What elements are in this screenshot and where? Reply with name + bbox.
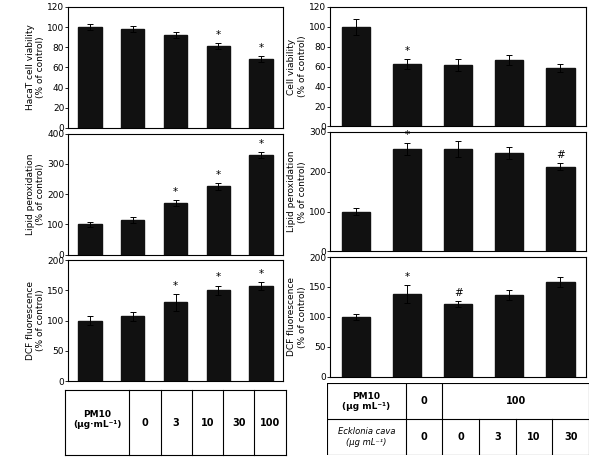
Text: *: * — [259, 139, 264, 149]
Text: 10: 10 — [527, 432, 541, 442]
Bar — [249, 286, 273, 381]
Text: *: * — [405, 46, 409, 56]
Text: 0: 0 — [458, 432, 464, 442]
Bar — [121, 316, 145, 381]
Bar — [164, 203, 187, 255]
Bar — [342, 317, 370, 377]
Y-axis label: Lipid peroxidation
(% of control): Lipid peroxidation (% of control) — [287, 151, 307, 232]
Text: *: * — [405, 272, 409, 282]
Text: PM10
(μg·mL⁻¹): PM10 (μg·mL⁻¹) — [73, 410, 121, 429]
Text: *: * — [173, 187, 178, 197]
Bar — [444, 149, 472, 251]
Bar — [206, 46, 230, 128]
Bar — [495, 295, 524, 377]
Bar — [206, 187, 230, 255]
Bar — [495, 153, 524, 251]
Text: *: * — [405, 130, 409, 140]
Y-axis label: DCF fluorescence
(% of control): DCF fluorescence (% of control) — [287, 277, 307, 356]
Y-axis label: Cell viability
(% of control): Cell viability (% of control) — [287, 36, 307, 97]
Text: 30: 30 — [232, 418, 246, 428]
Text: 100: 100 — [260, 418, 280, 428]
Text: 0: 0 — [421, 396, 427, 407]
Text: 3: 3 — [173, 418, 180, 428]
Text: 100: 100 — [506, 396, 526, 407]
Text: 10: 10 — [201, 418, 214, 428]
Bar — [393, 64, 421, 127]
Bar — [393, 294, 421, 377]
Bar — [546, 167, 575, 251]
Bar — [206, 291, 230, 381]
Text: *: * — [173, 281, 178, 291]
Text: PM10
(μg mL⁻¹): PM10 (μg mL⁻¹) — [343, 392, 390, 411]
Bar — [546, 282, 575, 377]
Bar — [249, 60, 273, 128]
Text: *: * — [216, 273, 221, 282]
Text: *: * — [216, 170, 221, 180]
Text: *: * — [259, 43, 264, 53]
Text: #: # — [556, 151, 565, 160]
Bar — [121, 29, 145, 128]
Bar — [342, 212, 370, 251]
Y-axis label: HacaT cell viability
(% of control): HacaT cell viability (% of control) — [26, 24, 45, 110]
Bar — [249, 155, 273, 255]
Bar — [78, 27, 102, 128]
Bar — [78, 225, 102, 255]
Y-axis label: DCF fluorescence
(% of control): DCF fluorescence (% of control) — [26, 281, 45, 360]
Bar — [444, 65, 472, 127]
Y-axis label: Lipid peroxidation
(% of control): Lipid peroxidation (% of control) — [26, 153, 45, 235]
Text: *: * — [216, 30, 221, 40]
Bar — [546, 67, 575, 127]
Bar — [121, 220, 145, 255]
Text: 30: 30 — [564, 432, 578, 442]
Bar — [444, 304, 472, 377]
Text: #: # — [454, 288, 462, 298]
Bar — [342, 27, 370, 127]
Text: *: * — [259, 269, 264, 279]
Text: Ecklonia cava
(μg mL⁻¹): Ecklonia cava (μg mL⁻¹) — [338, 427, 395, 447]
Bar — [78, 321, 102, 381]
Bar — [164, 303, 187, 381]
Bar — [393, 149, 421, 251]
Text: 3: 3 — [494, 432, 501, 442]
Bar — [164, 35, 187, 128]
Text: 0: 0 — [142, 418, 148, 428]
Text: 0: 0 — [421, 432, 427, 442]
Bar — [495, 60, 524, 127]
